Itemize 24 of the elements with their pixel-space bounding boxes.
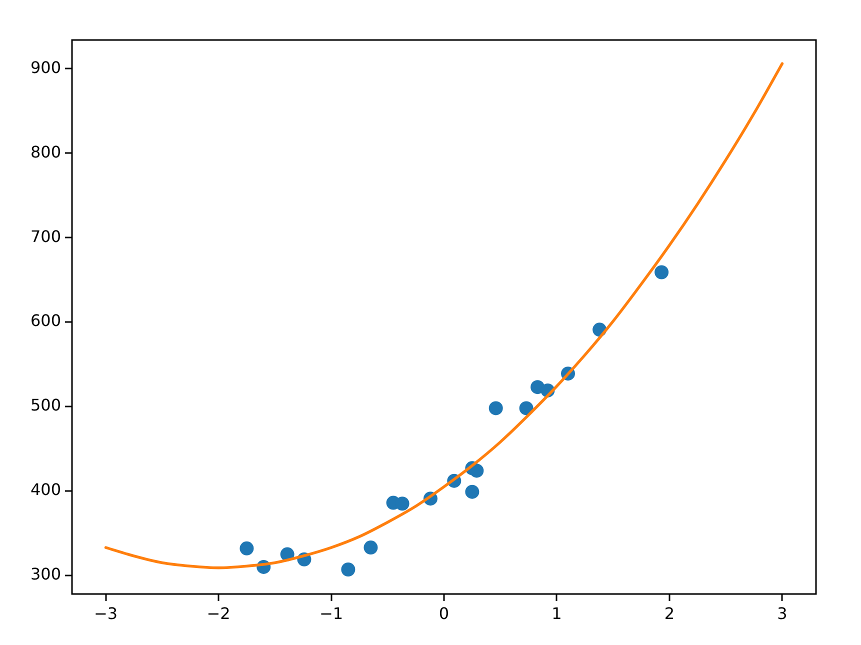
x-tick-label: −1 [319,604,344,623]
y-tick-label: 900 [30,58,61,77]
y-tick-label: 800 [30,142,61,162]
point [240,541,254,556]
x-tick-label: 2 [664,604,675,623]
point [364,540,378,555]
x-tick-label: 1 [552,604,562,623]
point [470,464,484,478]
point [519,401,534,416]
point [465,484,480,499]
x-tick-label: 3 [777,604,788,623]
line-series [104,62,784,570]
y-tick-label: 700 [30,226,61,246]
point [341,562,356,577]
x-tick-label: −3 [94,604,118,623]
y-tick-label: 500 [30,396,61,415]
y-tick-label: 600 [30,311,61,330]
point [654,265,669,280]
x-tick-label: −2 [206,604,230,623]
y-tick-label: 300 [30,564,61,584]
y-tick-label: 400 [30,480,61,500]
x-tick-label: 0 [438,604,450,623]
point [395,496,410,511]
point [488,401,503,416]
